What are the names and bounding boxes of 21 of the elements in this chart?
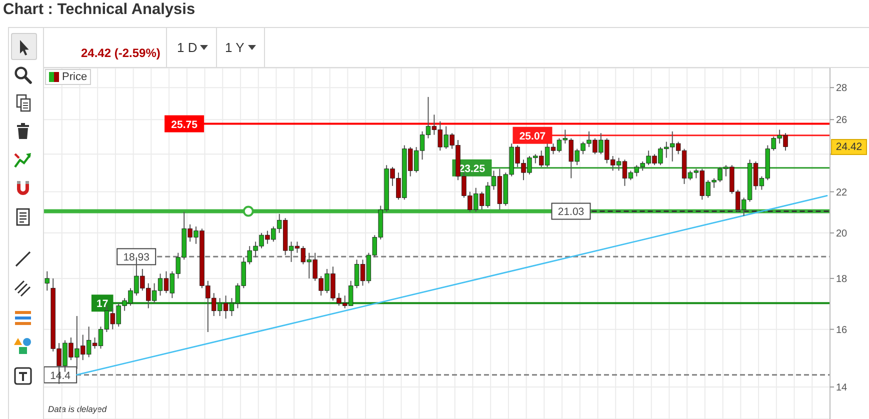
text: 1 D: [177, 40, 198, 55]
y-tick-label: 20: [836, 228, 848, 240]
y-tick-label: 16: [836, 324, 848, 336]
annotation: 24.42: [831, 138, 867, 155]
chart-title: Chart : Technical Analysis: [3, 1, 196, 19]
y-tick-label: 18: [836, 274, 848, 285]
ref-line-label: 25.07: [519, 130, 546, 142]
y-tick-label: 22: [836, 187, 848, 198]
annotation: Data is delayed: [48, 404, 107, 414]
y-tick-label: 14: [836, 382, 848, 394]
candlestick: [44, 270, 50, 292]
text: 24.42 (-2.59%): [81, 46, 160, 60]
ref-line-label: 23.25: [458, 162, 486, 175]
ref-line-label: 18.93: [123, 252, 150, 264]
y-tick-label: 26: [836, 115, 848, 126]
ref-line-label: 21.03: [558, 206, 584, 218]
ref-line-label: 17: [96, 298, 108, 310]
legend-label: Price: [62, 71, 88, 83]
y-tick-label: 28: [836, 83, 848, 94]
ref-line-label: 25.75: [171, 118, 198, 131]
text: 1 Y: [225, 40, 244, 55]
